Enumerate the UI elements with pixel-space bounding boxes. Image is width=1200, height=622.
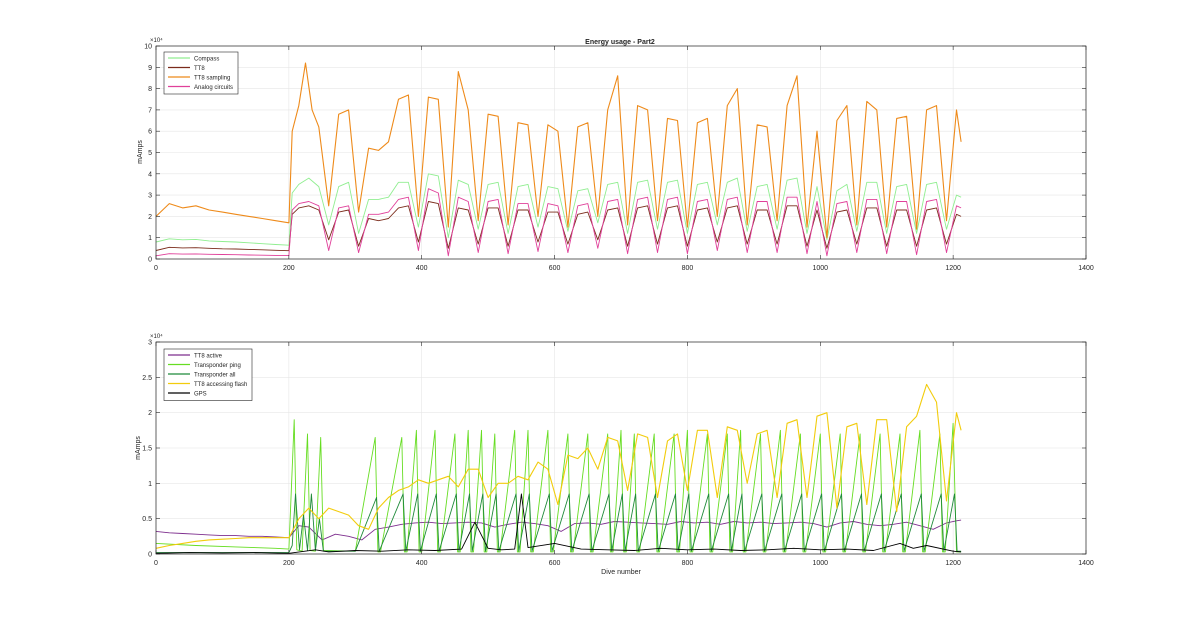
top-exponent-label: ×10⁴ [150, 37, 163, 44]
bottom-y-axis-label: mAmps [135, 436, 142, 460]
top-y-tick-label: 4 [148, 171, 152, 178]
bottom-y-tick-label: 2 [148, 410, 152, 417]
bottom-x-axis-label: Dive number [601, 569, 641, 576]
bottom-series-line-1 [155, 419, 962, 553]
top-legend: Compass TT8 TT8 sampling Analog circuits [163, 51, 239, 95]
bottom-y-tick-label: 1.5 [142, 446, 152, 453]
top-series-line-3 [155, 188, 962, 257]
bottom-series-line-3 [155, 383, 962, 549]
bottom-legend-label: Transponder all [194, 372, 235, 378]
bottom-x-tick-label: 400 [416, 560, 428, 567]
bottom-panel: 0 200 400 600 800 1000 1200 1400 0 0.5 1 1.5 2 2.5 3 ×… [135, 333, 1094, 576]
bottom-legend-box [163, 348, 253, 401]
top-legend-label: Analog circuits [194, 85, 233, 91]
bottom-legend: TT8 active Transponder ping Transponder al… [163, 348, 253, 401]
top-x-tick-label: 1400 [1078, 265, 1094, 272]
bottom-series-line-4 [155, 493, 962, 554]
bottom-exponent-label: ×10⁴ [150, 333, 163, 340]
top-x-tick-label: 400 [416, 265, 428, 272]
top-x-tick-label: 200 [283, 265, 295, 272]
top-y-tick-label: 3 [148, 193, 152, 200]
bottom-x-tick-label: 1200 [945, 560, 961, 567]
bottom-y-tick-label: 2.5 [142, 375, 152, 382]
top-x-tick-label: 600 [549, 265, 561, 272]
bottom-y-tick-label: 0.5 [142, 516, 152, 523]
top-y-tick-label: 10 [144, 44, 152, 51]
bottom-series-lines [155, 383, 962, 554]
top-x-tick-label: 1200 [945, 265, 961, 272]
top-series-line-0 [155, 173, 962, 246]
top-legend-label: TT8 [194, 66, 205, 72]
bottom-series-line-0 [155, 519, 962, 541]
bottom-x-tick-label: 200 [283, 560, 295, 567]
top-series-lines [155, 62, 962, 257]
bottom-y-tick-label: 1 [148, 481, 152, 488]
top-chart-title: Energy usage - Part2 [585, 39, 655, 46]
top-y-tick-label: 8 [148, 86, 152, 93]
top-x-tick-label: 0 [154, 265, 158, 272]
bottom-legend-label: TT8 active [194, 353, 223, 359]
bottom-legend-label: TT8 accessing flash [194, 382, 247, 388]
bottom-x-tick-label: 0 [154, 560, 158, 567]
top-y-tick-label: 0 [148, 257, 152, 264]
bottom-x-tick-label: 800 [682, 560, 694, 567]
top-series-line-2 [155, 62, 962, 239]
top-y-tick-label: 7 [148, 107, 152, 114]
top-y-tick-label: 2 [148, 214, 152, 221]
top-panel: Energy usage - Part2 0 200 400 600 800 1000 12… [137, 37, 1094, 272]
bottom-y-tick-label: 3 [148, 340, 152, 347]
top-y-tick-label: 6 [148, 129, 152, 136]
bottom-y-tick-label: 0 [148, 552, 152, 559]
top-y-tick-label: 1 [148, 235, 152, 242]
bottom-ticks: 0 200 400 600 800 1000 1200 1400 0 0.5 1 1.5 2 2.5 3 [142, 340, 1094, 568]
top-x-tick-label: 800 [682, 265, 694, 272]
bottom-x-tick-label: 1400 [1078, 560, 1094, 567]
top-legend-label: TT8 sampling [194, 75, 230, 81]
bottom-legend-label: GPS [194, 391, 207, 397]
top-y-tick-label: 5 [148, 150, 152, 157]
top-ticks: 0 200 400 600 800 1000 1200 1400 0 1 2 3 4 5 6 7 8 9 10 [144, 44, 1094, 273]
top-y-axis-label: mAmps [137, 140, 144, 164]
bottom-x-tick-label: 1000 [812, 560, 828, 567]
bottom-legend-label: Transponder ping [194, 363, 241, 369]
top-legend-label: Compass [194, 56, 219, 62]
top-x-tick-label: 1000 [812, 265, 828, 272]
top-y-tick-label: 9 [148, 65, 152, 72]
bottom-x-tick-label: 600 [549, 560, 561, 567]
